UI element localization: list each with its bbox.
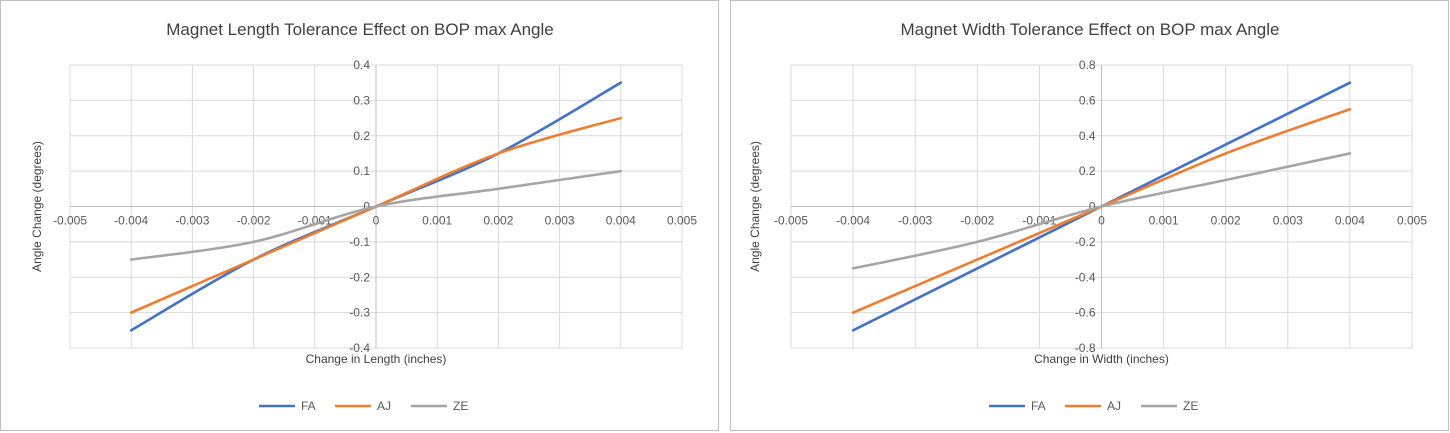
x-tick-label: -0.001 xyxy=(298,214,332,228)
chart-svg: Magnet Width Tolerance Effect on BOP max… xyxy=(748,20,1427,413)
chart-title: Magnet Length Tolerance Effect on BOP ma… xyxy=(166,20,553,39)
legend-label-fa: FA xyxy=(301,399,316,413)
x-tick-label: 0.004 xyxy=(1335,214,1365,228)
series-line-ze xyxy=(129,169,623,261)
x-tick-label: 0.005 xyxy=(667,214,697,228)
x-tick-label: 0 xyxy=(1098,214,1105,228)
y-tick-label: -0.2 xyxy=(1075,235,1096,249)
x-tick-label: -0.004 xyxy=(114,214,148,228)
chart-svg: Magnet Length Tolerance Effect on BOP ma… xyxy=(30,20,697,413)
x-tick-label: 0.004 xyxy=(606,214,636,228)
y-tick-label: -0.6 xyxy=(1075,306,1096,320)
x-tick-label: -0.005 xyxy=(774,214,808,228)
x-axis-title: Change in Width (inches) xyxy=(1034,352,1169,366)
x-tick-label: -0.003 xyxy=(175,214,209,228)
y-tick-label: -0.8 xyxy=(1075,341,1096,355)
series-line-ze xyxy=(851,152,1352,270)
legend-label-fa: FA xyxy=(1031,399,1046,413)
x-tick-label: 0.003 xyxy=(1273,214,1303,228)
y-tick-label: 0 xyxy=(1089,200,1096,214)
legend-label-aj: AJ xyxy=(377,399,391,413)
x-tick-label: 0 xyxy=(373,214,380,228)
length-chart-panel: Magnet Length Tolerance Effect on BOP ma… xyxy=(0,0,719,431)
x-tick-label: -0.005 xyxy=(53,214,87,228)
width-chart-panel: Magnet Width Tolerance Effect on BOP max… xyxy=(730,0,1449,431)
legend-label-ze: ZE xyxy=(453,399,468,413)
x-tick-label: 0.005 xyxy=(1397,214,1427,228)
x-tick-label: 0.001 xyxy=(422,214,452,228)
x-tick-label: -0.001 xyxy=(1022,214,1056,228)
y-tick-label: 0.2 xyxy=(353,129,370,143)
y-tick-label: 0.4 xyxy=(353,58,370,72)
y-tick-label: 0.1 xyxy=(353,164,370,178)
x-tick-label: 0.002 xyxy=(483,214,513,228)
x-tick-label: -0.004 xyxy=(836,214,870,228)
y-tick-label: 0.4 xyxy=(1079,129,1096,143)
y-tick-label: -0.3 xyxy=(349,306,370,320)
y-tick-label: -0.4 xyxy=(349,341,370,355)
x-tick-label: 0.001 xyxy=(1149,214,1179,228)
y-tick-label: 0 xyxy=(363,200,370,214)
x-tick-label: -0.002 xyxy=(237,214,271,228)
x-tick-label: 0.003 xyxy=(545,214,575,228)
y-tick-label: -0.4 xyxy=(1075,270,1096,284)
x-tick-label: -0.003 xyxy=(898,214,932,228)
legend-label-ze: ZE xyxy=(1183,399,1198,413)
y-axis-title: Angle Change (degrees) xyxy=(748,141,762,272)
y-tick-label: 0.6 xyxy=(1079,93,1096,107)
y-tick-label: 0.3 xyxy=(353,93,370,107)
y-tick-label: 0.8 xyxy=(1079,58,1096,72)
chart-title: Magnet Width Tolerance Effect on BOP max… xyxy=(901,20,1280,39)
y-tick-label: -0.1 xyxy=(349,235,370,249)
y-tick-label: -0.2 xyxy=(349,270,370,284)
y-tick-label: 0.2 xyxy=(1079,164,1096,178)
x-tick-label: -0.002 xyxy=(960,214,994,228)
y-axis-title: Angle Change (degrees) xyxy=(30,141,44,272)
x-tick-label: 0.002 xyxy=(1211,214,1241,228)
x-axis-title: Change in Length (inches) xyxy=(306,352,447,366)
legend-label-aj: AJ xyxy=(1107,399,1121,413)
